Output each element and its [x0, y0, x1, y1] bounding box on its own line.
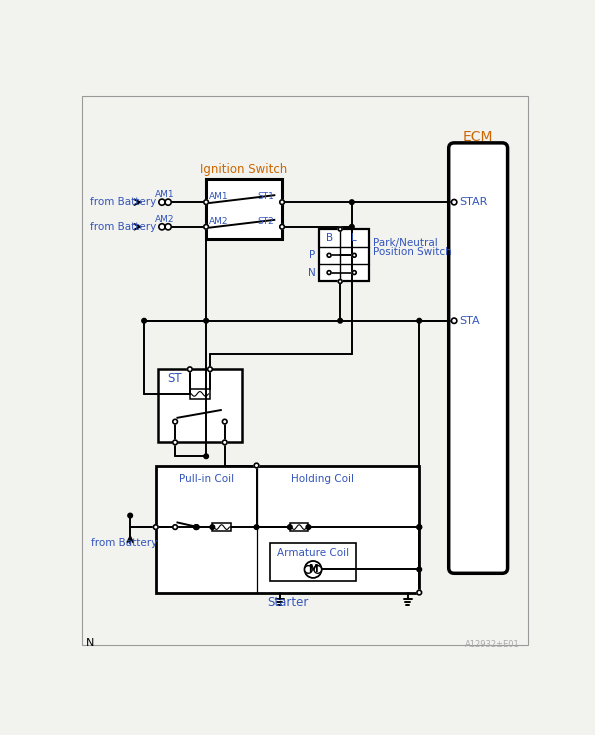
- Circle shape: [280, 200, 284, 204]
- Text: ST2: ST2: [257, 217, 274, 226]
- Circle shape: [305, 566, 312, 573]
- Circle shape: [210, 525, 215, 529]
- Text: Park/Neutral: Park/Neutral: [372, 238, 437, 248]
- Text: from Battery: from Battery: [90, 197, 156, 207]
- Circle shape: [338, 318, 343, 323]
- Circle shape: [173, 419, 177, 424]
- Circle shape: [173, 440, 177, 445]
- Text: STA: STA: [459, 316, 480, 326]
- Circle shape: [452, 199, 457, 205]
- Circle shape: [208, 367, 212, 372]
- Circle shape: [314, 566, 322, 573]
- Circle shape: [254, 525, 259, 529]
- Text: Armature Coil: Armature Coil: [277, 548, 349, 559]
- Circle shape: [187, 367, 192, 372]
- Bar: [318, 229, 369, 282]
- Text: N: N: [308, 268, 316, 278]
- Bar: [290, 523, 308, 531]
- Circle shape: [349, 224, 354, 229]
- Text: from Battery: from Battery: [92, 537, 158, 548]
- Circle shape: [223, 440, 227, 445]
- Bar: [158, 369, 242, 442]
- Circle shape: [195, 525, 199, 529]
- Circle shape: [352, 270, 356, 274]
- Text: M: M: [308, 564, 318, 575]
- Text: A12932±E01: A12932±E01: [465, 639, 520, 649]
- Text: AM1: AM1: [155, 190, 175, 199]
- Circle shape: [204, 224, 208, 229]
- Text: Holding Coil: Holding Coil: [291, 474, 354, 484]
- Circle shape: [306, 525, 311, 529]
- Circle shape: [194, 525, 198, 529]
- Circle shape: [204, 318, 208, 323]
- Text: N: N: [86, 637, 95, 648]
- Bar: [190, 390, 210, 398]
- Circle shape: [128, 513, 133, 518]
- Circle shape: [173, 525, 177, 529]
- Circle shape: [417, 318, 422, 323]
- Circle shape: [204, 454, 208, 459]
- Circle shape: [204, 200, 208, 204]
- Text: Ignition Switch: Ignition Switch: [201, 163, 288, 176]
- Circle shape: [417, 525, 422, 529]
- Text: ECM: ECM: [463, 131, 493, 145]
- Circle shape: [159, 199, 165, 205]
- Circle shape: [327, 270, 331, 274]
- Circle shape: [165, 223, 171, 230]
- Text: Position Switch: Position Switch: [372, 247, 452, 257]
- Circle shape: [254, 463, 259, 467]
- Circle shape: [154, 525, 158, 529]
- Circle shape: [349, 200, 354, 204]
- Circle shape: [417, 590, 422, 595]
- Text: L: L: [352, 233, 357, 243]
- Text: STAR: STAR: [459, 197, 488, 207]
- Text: B: B: [325, 233, 333, 243]
- Text: P: P: [309, 251, 315, 260]
- Circle shape: [452, 318, 457, 323]
- Circle shape: [417, 567, 422, 572]
- Text: AM2: AM2: [155, 215, 175, 223]
- Circle shape: [327, 254, 331, 257]
- Text: Starter: Starter: [267, 596, 308, 609]
- Text: ST: ST: [167, 372, 182, 385]
- Text: AM2: AM2: [209, 217, 228, 226]
- Bar: [212, 523, 231, 531]
- Circle shape: [338, 279, 342, 284]
- FancyBboxPatch shape: [449, 143, 508, 573]
- Circle shape: [280, 224, 284, 229]
- Circle shape: [352, 254, 356, 257]
- Bar: [206, 179, 282, 239]
- Circle shape: [223, 419, 227, 424]
- Circle shape: [165, 199, 171, 205]
- Circle shape: [305, 561, 322, 578]
- Bar: [156, 465, 419, 592]
- Circle shape: [338, 227, 342, 231]
- Text: Pull-in Coil: Pull-in Coil: [178, 474, 234, 484]
- Text: AM1: AM1: [209, 193, 229, 201]
- Text: ST1: ST1: [257, 193, 274, 201]
- Circle shape: [142, 318, 146, 323]
- Circle shape: [417, 525, 422, 529]
- Circle shape: [159, 223, 165, 230]
- Bar: [271, 542, 356, 581]
- Circle shape: [287, 525, 292, 529]
- Text: from Battery: from Battery: [90, 222, 156, 232]
